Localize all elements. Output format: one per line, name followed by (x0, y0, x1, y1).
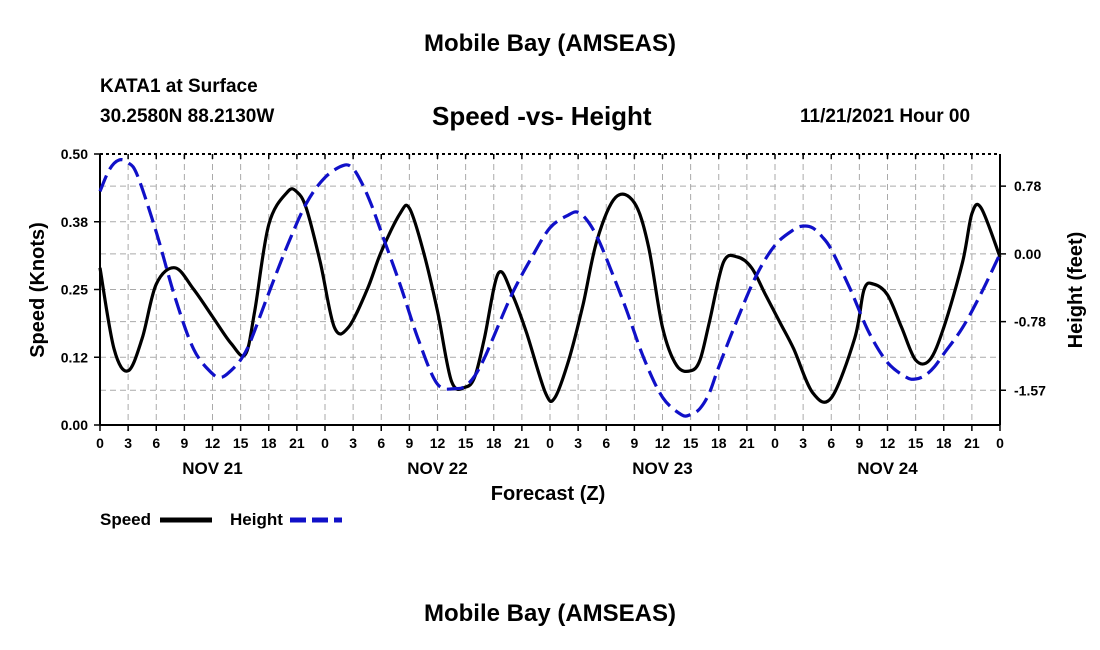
x-tick-label: 15 (908, 435, 924, 451)
x-tick-label: 21 (289, 435, 305, 451)
x-tick-label: 6 (377, 435, 385, 451)
x-tick-label: 18 (936, 435, 952, 451)
y-tick-label: 0.12 (61, 349, 88, 365)
series-line-speed (98, 187, 1002, 404)
x-tick-label: 6 (152, 435, 160, 451)
y-axis-label: Speed (Knots) (27, 222, 49, 358)
x-tick-label: 21 (739, 435, 755, 451)
x-tick-label: 18 (711, 435, 727, 451)
y2-tick-label: 0.78 (1014, 178, 1041, 194)
x-tick-label: 9 (630, 435, 638, 451)
x-axis-label: Forecast (Z) (491, 483, 605, 505)
series-line-height (98, 158, 1002, 418)
top-title: Mobile Bay (AMSEAS) (423, 30, 677, 57)
bottom-title: Mobile Bay (AMSEAS) (423, 600, 677, 627)
x-tick-label: 3 (349, 435, 357, 451)
x-tick-label: 0 (321, 435, 329, 451)
legend-height-label: Height (230, 510, 283, 529)
station-name: KATA1 at Surface (100, 76, 258, 97)
x-tick-label: 15 (683, 435, 699, 451)
y2-tick-label: 0.00 (1014, 246, 1041, 262)
chart-title: Speed -vs- Height (432, 101, 652, 131)
station-coordinates: 30.2580N 88.2130W (100, 106, 275, 127)
x-tick-label: 9 (855, 435, 863, 451)
y-axis-right: 0.78 0.00 -0.78 -1.57 (1000, 178, 1046, 398)
x-tick-label: 0 (96, 435, 104, 451)
x-tick-label: 12 (430, 435, 446, 451)
y-tick-label: 0.50 (61, 146, 88, 162)
x-tick-label: 3 (799, 435, 807, 451)
x-tick-label: 12 (880, 435, 896, 451)
day-label: NOV 23 (632, 459, 692, 478)
y2-axis-label: Height (feet) (1065, 232, 1087, 349)
x-tick-label: 0 (996, 435, 1004, 451)
x-tick-label: 6 (827, 435, 835, 451)
x-tick-label: 18 (486, 435, 502, 451)
day-label: NOV 24 (857, 459, 918, 478)
x-tick-label: 21 (964, 435, 980, 451)
y-tick-label: 0.00 (61, 417, 88, 433)
day-label: NOV 21 (182, 459, 242, 478)
forecast-datetime: 11/21/2021 Hour 00 (800, 106, 971, 127)
y-axis-left: 0.00 0.12 0.25 0.38 0.50 (61, 146, 100, 433)
day-label: NOV 22 (407, 459, 467, 478)
x-tick-label: 12 (655, 435, 671, 451)
legend-speed-label: Speed (100, 510, 151, 529)
x-tick-label: 6 (602, 435, 610, 451)
x-tick-label: 15 (458, 435, 474, 451)
series-lines (98, 158, 1002, 418)
x-tick-label: 9 (405, 435, 413, 451)
y2-tick-label: -0.78 (1014, 314, 1046, 330)
x-tick-label: 21 (514, 435, 530, 451)
x-tick-label: 15 (233, 435, 249, 451)
x-tick-label: 3 (574, 435, 582, 451)
legend: Speed Height (100, 510, 342, 529)
x-tick-label: 12 (205, 435, 221, 451)
x-axis: 0 3 6 9 12 15 18 21 0 3 6 9 12 15 18 21 0 3 6 9 12 15 18 21 0 3 6 9… (96, 154, 1004, 478)
x-tick-label: 0 (546, 435, 554, 451)
y-tick-label: 0.25 (61, 282, 88, 298)
y2-tick-label: -1.57 (1014, 382, 1046, 398)
x-tick-label: 18 (261, 435, 277, 451)
x-tick-label: 0 (771, 435, 779, 451)
x-tick-label: 9 (180, 435, 188, 451)
x-tick-label: 3 (124, 435, 132, 451)
y-tick-label: 0.38 (61, 214, 88, 230)
